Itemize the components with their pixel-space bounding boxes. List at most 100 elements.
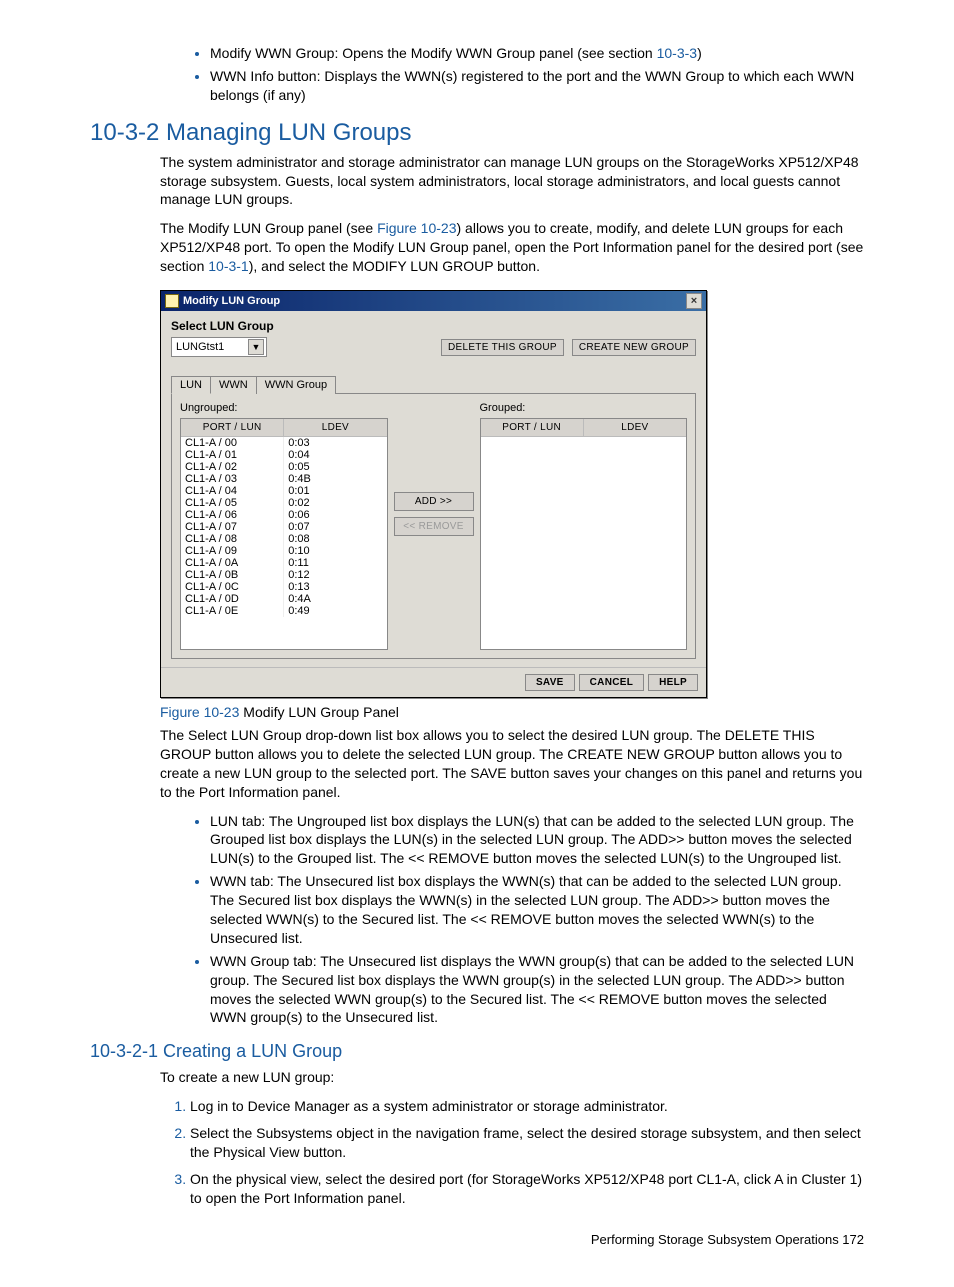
bullet-text: WWN Info button: Displays the WWN(s) reg… xyxy=(210,68,854,103)
cell-ldev: 0:05 xyxy=(284,461,386,473)
table-row[interactable]: CL1-A / 020:05 xyxy=(181,461,387,473)
bullet-text-post: ) xyxy=(697,45,702,61)
ungrouped-list[interactable]: PORT / LUN LDEV CL1-A / 000:03CL1-A / 01… xyxy=(180,418,388,650)
tab-wwn[interactable]: WWN xyxy=(210,376,257,394)
dialog-titlebar: Modify LUN Group × xyxy=(161,291,706,311)
cell-ldev: 0:07 xyxy=(284,521,386,533)
cell-ldev: 0:06 xyxy=(284,509,386,521)
table-row[interactable]: CL1-A / 000:03 xyxy=(181,437,387,449)
figure-dialog: Modify LUN Group × Select LUN Group LUNG… xyxy=(160,290,864,698)
help-button[interactable]: HELP xyxy=(648,674,698,691)
list-item: On the physical view, select the desired… xyxy=(190,1170,864,1208)
select-lun-group-label: Select LUN Group xyxy=(171,319,696,333)
cell-portlun: CL1-A / 02 xyxy=(181,461,284,473)
table-row[interactable]: CL1-A / 0B0:12 xyxy=(181,569,387,581)
cell-portlun: CL1-A / 0A xyxy=(181,557,284,569)
create-group-button[interactable]: CREATE NEW GROUP xyxy=(572,339,696,356)
table-row[interactable]: CL1-A / 080:08 xyxy=(181,533,387,545)
cell-portlun: CL1-A / 03 xyxy=(181,473,284,485)
cell-portlun: CL1-A / 07 xyxy=(181,521,284,533)
intro-bullet-list: Modify WWN Group: Opens the Modify WWN G… xyxy=(90,44,864,105)
cell-portlun: CL1-A / 01 xyxy=(181,449,284,461)
dialog-footer: SAVE CANCEL HELP xyxy=(161,667,706,697)
combo-value: LUNGtst1 xyxy=(176,341,224,353)
table-row[interactable]: CL1-A / 050:02 xyxy=(181,497,387,509)
delete-group-button[interactable]: DELETE THIS GROUP xyxy=(441,339,564,356)
cell-ldev: 0:10 xyxy=(284,545,386,557)
cell-ldev: 0:04 xyxy=(284,449,386,461)
lun-group-combo[interactable]: LUNGtst1 ▼ xyxy=(171,337,267,357)
cell-portlun: CL1-A / 08 xyxy=(181,533,284,545)
paragraph: The system administrator and storage adm… xyxy=(160,153,864,210)
cell-ldev: 0:01 xyxy=(284,485,386,497)
cell-ldev: 0:08 xyxy=(284,533,386,545)
cell-ldev: 0:4B xyxy=(284,473,386,485)
modify-lun-group-dialog: Modify LUN Group × Select LUN Group LUNG… xyxy=(160,290,707,698)
table-row[interactable]: CL1-A / 0A0:11 xyxy=(181,557,387,569)
figure-number: Figure 10-23 xyxy=(160,704,239,720)
link-ref[interactable]: Figure 10-23 xyxy=(377,220,456,236)
save-button[interactable]: SAVE xyxy=(525,674,575,691)
table-row[interactable]: CL1-A / 0D0:4A xyxy=(181,593,387,605)
list-item: LUN tab: The Ungrouped list box displays… xyxy=(210,812,864,869)
col-header-portlun: PORT / LUN xyxy=(181,419,284,436)
list-item: Log in to Device Manager as a system adm… xyxy=(190,1097,864,1116)
section-heading-10-3-2: 10-3-2 Managing LUN Groups xyxy=(90,119,864,147)
cancel-button[interactable]: CANCEL xyxy=(579,674,644,691)
paragraph: The Modify LUN Group panel (see Figure 1… xyxy=(160,219,864,276)
paragraph: To create a new LUN group: xyxy=(160,1068,864,1087)
tab-bullet-list: LUN tab: The Ungrouped list box displays… xyxy=(90,812,864,1028)
table-row[interactable]: CL1-A / 010:04 xyxy=(181,449,387,461)
cell-portlun: CL1-A / 09 xyxy=(181,545,284,557)
ungrouped-label: Ungrouped: xyxy=(180,402,388,414)
link-ref[interactable]: 10-3-3 xyxy=(657,45,697,61)
cell-ldev: 0:12 xyxy=(284,569,386,581)
cell-portlun: CL1-A / 0E xyxy=(181,605,284,617)
cell-portlun: CL1-A / 0C xyxy=(181,581,284,593)
table-row[interactable]: CL1-A / 030:4B xyxy=(181,473,387,485)
cell-portlun: CL1-A / 04 xyxy=(181,485,284,497)
steps-list: Log in to Device Manager as a system adm… xyxy=(160,1097,864,1207)
cell-ldev: 0:03 xyxy=(284,437,386,449)
table-row[interactable]: CL1-A / 070:07 xyxy=(181,521,387,533)
remove-button[interactable]: << REMOVE xyxy=(394,517,474,536)
grouped-label: Grouped: xyxy=(480,402,688,414)
figure-caption: Figure 10-23 Modify LUN Group Panel xyxy=(160,704,864,720)
col-header-ldev: LDEV xyxy=(284,419,386,436)
cell-portlun: CL1-A / 00 xyxy=(181,437,284,449)
tab-lun[interactable]: LUN xyxy=(171,376,211,394)
cell-ldev: 0:4A xyxy=(284,593,386,605)
cell-ldev: 0:11 xyxy=(284,557,386,569)
cell-portlun: CL1-A / 05 xyxy=(181,497,284,509)
list-item: Modify WWN Group: Opens the Modify WWN G… xyxy=(210,44,864,63)
tab-wwn-group[interactable]: WWN Group xyxy=(256,376,336,394)
paragraph: The Select LUN Group drop-down list box … xyxy=(160,726,864,802)
dialog-title: Modify LUN Group xyxy=(183,295,280,307)
list-item: Select the Subsystems object in the navi… xyxy=(190,1124,864,1162)
list-item: WWN Info button: Displays the WWN(s) reg… xyxy=(210,67,864,105)
link-ref[interactable]: 10-3-1 xyxy=(208,258,248,274)
cell-ldev: 0:49 xyxy=(284,605,386,617)
text: The Modify LUN Group panel (see xyxy=(160,220,377,236)
section-heading-10-3-2-1: 10-3-2-1 Creating a LUN Group xyxy=(90,1041,864,1062)
cell-ldev: 0:02 xyxy=(284,497,386,509)
bullet-text-pre: Modify WWN Group: Opens the Modify WWN G… xyxy=(210,45,657,61)
close-button[interactable]: × xyxy=(686,293,702,309)
cell-portlun: CL1-A / 0D xyxy=(181,593,284,605)
table-row[interactable]: CL1-A / 0C0:13 xyxy=(181,581,387,593)
table-row[interactable]: CL1-A / 040:01 xyxy=(181,485,387,497)
table-row[interactable]: CL1-A / 060:06 xyxy=(181,509,387,521)
add-button[interactable]: ADD >> xyxy=(394,492,474,511)
app-icon xyxy=(165,294,179,308)
table-row[interactable]: CL1-A / 090:10 xyxy=(181,545,387,557)
tab-strip: LUN WWN WWN Group xyxy=(171,375,696,393)
cell-ldev: 0:13 xyxy=(284,581,386,593)
figure-text: Modify LUN Group Panel xyxy=(239,704,399,720)
list-item: WWN Group tab: The Unsecured list displa… xyxy=(210,952,864,1028)
cell-portlun: CL1-A / 06 xyxy=(181,509,284,521)
table-row[interactable]: CL1-A / 0E0:49 xyxy=(181,605,387,617)
chevron-down-icon: ▼ xyxy=(248,339,264,355)
col-header-ldev: LDEV xyxy=(584,419,686,436)
tab-panel: Ungrouped: PORT / LUN LDEV CL1-A / 000:0… xyxy=(171,393,696,659)
grouped-list[interactable]: PORT / LUN LDEV xyxy=(480,418,688,650)
